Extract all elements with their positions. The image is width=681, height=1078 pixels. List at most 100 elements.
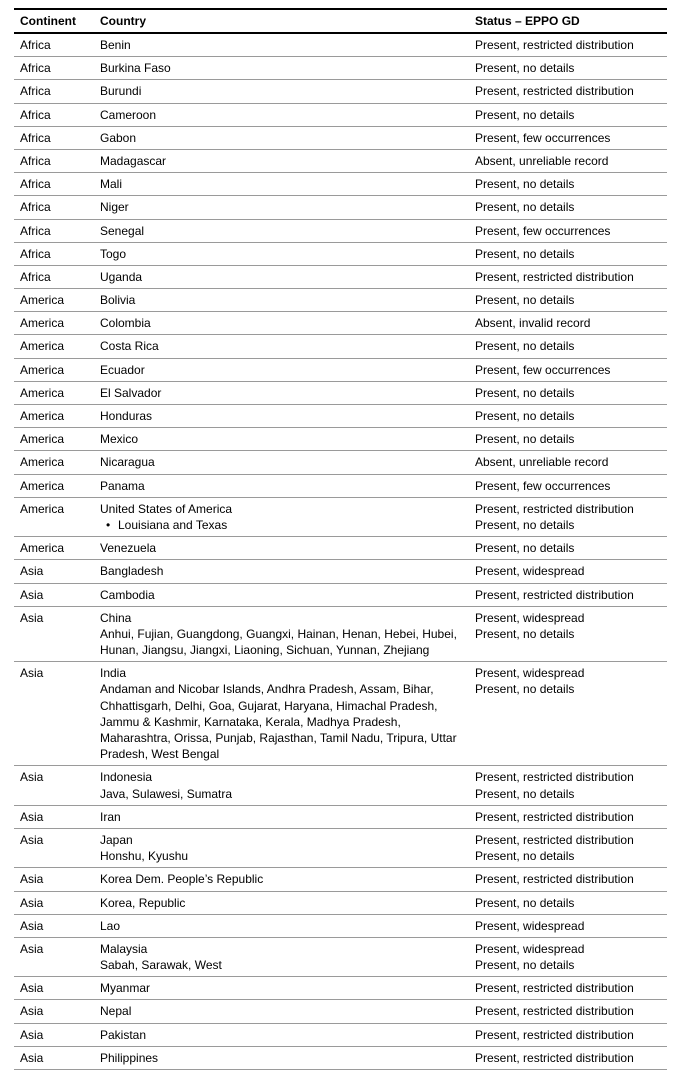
cell-country: Korea Dem. People’s Republic (94, 868, 469, 891)
cell-country: Myanmar (94, 977, 469, 1000)
cell-status: Present, no details (469, 537, 667, 560)
cell-status: Present, widespreadPresent, no details (469, 606, 667, 662)
status-main: Present, no details (475, 107, 661, 123)
table-row: AmericaVenezuelaPresent, no details (14, 537, 667, 560)
cell-continent: Africa (14, 173, 94, 196)
table-row: AsiaJapanHonshu, KyushuPresent, restrict… (14, 828, 667, 867)
cell-status: Present, no details (469, 57, 667, 80)
status-sub: Present, no details (475, 517, 661, 533)
cell-status: Present, widespreadPresent, no details (469, 937, 667, 976)
table-header: Continent Country Status – EPPO GD (14, 9, 667, 33)
country-main: United States of America (100, 501, 463, 517)
cell-status: Present, no details (469, 173, 667, 196)
status-main: Present, few occurrences (475, 223, 661, 239)
country-main: Japan (100, 832, 463, 848)
cell-country: Pakistan (94, 1023, 469, 1046)
country-main: China (100, 610, 463, 626)
country-main: Panama (100, 478, 463, 494)
cell-country: Burkina Faso (94, 57, 469, 80)
country-main: Bangladesh (100, 563, 463, 579)
cell-continent: Asia (14, 937, 94, 976)
cell-status: Present, no details (469, 103, 667, 126)
cell-status: Present, widespreadPresent, no details (469, 662, 667, 766)
status-sub: Present, no details (475, 957, 661, 973)
cell-continent: Africa (14, 149, 94, 172)
table-row: AsiaIndiaAndaman and Nicobar Islands, An… (14, 662, 667, 766)
cell-continent: America (14, 289, 94, 312)
cell-continent: Asia (14, 583, 94, 606)
table-row: AsiaNepalPresent, restricted distributio… (14, 1000, 667, 1023)
status-main: Present, restricted distribution (475, 269, 661, 285)
country-main: Philippines (100, 1050, 463, 1066)
status-main: Present, no details (475, 60, 661, 76)
country-main: Costa Rica (100, 338, 463, 354)
status-main: Present, few occurrences (475, 130, 661, 146)
cell-country: MalaysiaSabah, Sarawak, West (94, 937, 469, 976)
cell-continent: Asia (14, 868, 94, 891)
cell-status: Present, few occurrences (469, 219, 667, 242)
country-main: Gabon (100, 130, 463, 146)
cell-continent: America (14, 497, 94, 536)
cell-country: United States of AmericaLouisiana and Te… (94, 497, 469, 536)
cell-status: Present, restricted distributionPresent,… (469, 828, 667, 867)
status-main: Absent, unreliable record (475, 153, 661, 169)
cell-country: Iran (94, 805, 469, 828)
country-main: Mali (100, 176, 463, 192)
status-sub: Present, no details (475, 848, 661, 864)
country-main: Togo (100, 246, 463, 262)
table-row: AmericaCosta RicaPresent, no details (14, 335, 667, 358)
cell-continent: Asia (14, 1000, 94, 1023)
status-main: Present, few occurrences (475, 362, 661, 378)
cell-country: Panama (94, 474, 469, 497)
status-main: Present, restricted distribution (475, 832, 661, 848)
cell-country: Colombia (94, 312, 469, 335)
cell-country: Costa Rica (94, 335, 469, 358)
table-row: AsiaIndonesiaJava, Sulawesi, SumatraPres… (14, 766, 667, 805)
cell-country: Mexico (94, 428, 469, 451)
cell-country: Nepal (94, 1000, 469, 1023)
country-main: Senegal (100, 223, 463, 239)
cell-country: Cameroon (94, 103, 469, 126)
status-main: Present, restricted distribution (475, 1027, 661, 1043)
cell-continent: Africa (14, 57, 94, 80)
cell-continent: America (14, 474, 94, 497)
status-main: Present, no details (475, 385, 661, 401)
cell-continent: America (14, 312, 94, 335)
table-row: AfricaBeninPresent, restricted distribut… (14, 33, 667, 57)
cell-continent: Asia (14, 1023, 94, 1046)
status-main: Present, no details (475, 199, 661, 215)
cell-country: Niger (94, 196, 469, 219)
cell-country: Korea, Republic (94, 891, 469, 914)
country-main: Niger (100, 199, 463, 215)
cell-continent: America (14, 381, 94, 404)
cell-country: Lao (94, 914, 469, 937)
table-row: AsiaMalaysiaSabah, Sarawak, WestPresent,… (14, 937, 667, 976)
table-row: AfricaBurkina Faso Present, no details (14, 57, 667, 80)
country-main: Madagascar (100, 153, 463, 169)
status-main: Present, restricted distribution (475, 769, 661, 785)
distribution-table: Continent Country Status – EPPO GD Afric… (14, 8, 667, 1070)
status-main: Present, restricted distribution (475, 809, 661, 825)
cell-status: Present, restricted distributionPresent,… (469, 766, 667, 805)
cell-status: Absent, unreliable record (469, 149, 667, 172)
status-main: Present, no details (475, 895, 661, 911)
cell-continent: Africa (14, 242, 94, 265)
cell-continent: Africa (14, 219, 94, 242)
cell-status: Present, restricted distribution (469, 583, 667, 606)
cell-status: Absent, unreliable record (469, 451, 667, 474)
country-main: Cameroon (100, 107, 463, 123)
status-sub: Present, no details (475, 681, 661, 697)
cell-country: Madagascar (94, 149, 469, 172)
country-main: Myanmar (100, 980, 463, 996)
cell-country: Nicaragua (94, 451, 469, 474)
cell-continent: America (14, 358, 94, 381)
cell-status: Present, restricted distribution (469, 33, 667, 57)
cell-continent: Africa (14, 33, 94, 57)
cell-status: Present, no details (469, 405, 667, 428)
cell-country: El Salvador (94, 381, 469, 404)
cell-continent: America (14, 335, 94, 358)
cell-status: Present, restricted distribution (469, 80, 667, 103)
cell-status: Present, widespread (469, 560, 667, 583)
country-main: Venezuela (100, 540, 463, 556)
table-row: Africa Mali Present, no details (14, 173, 667, 196)
